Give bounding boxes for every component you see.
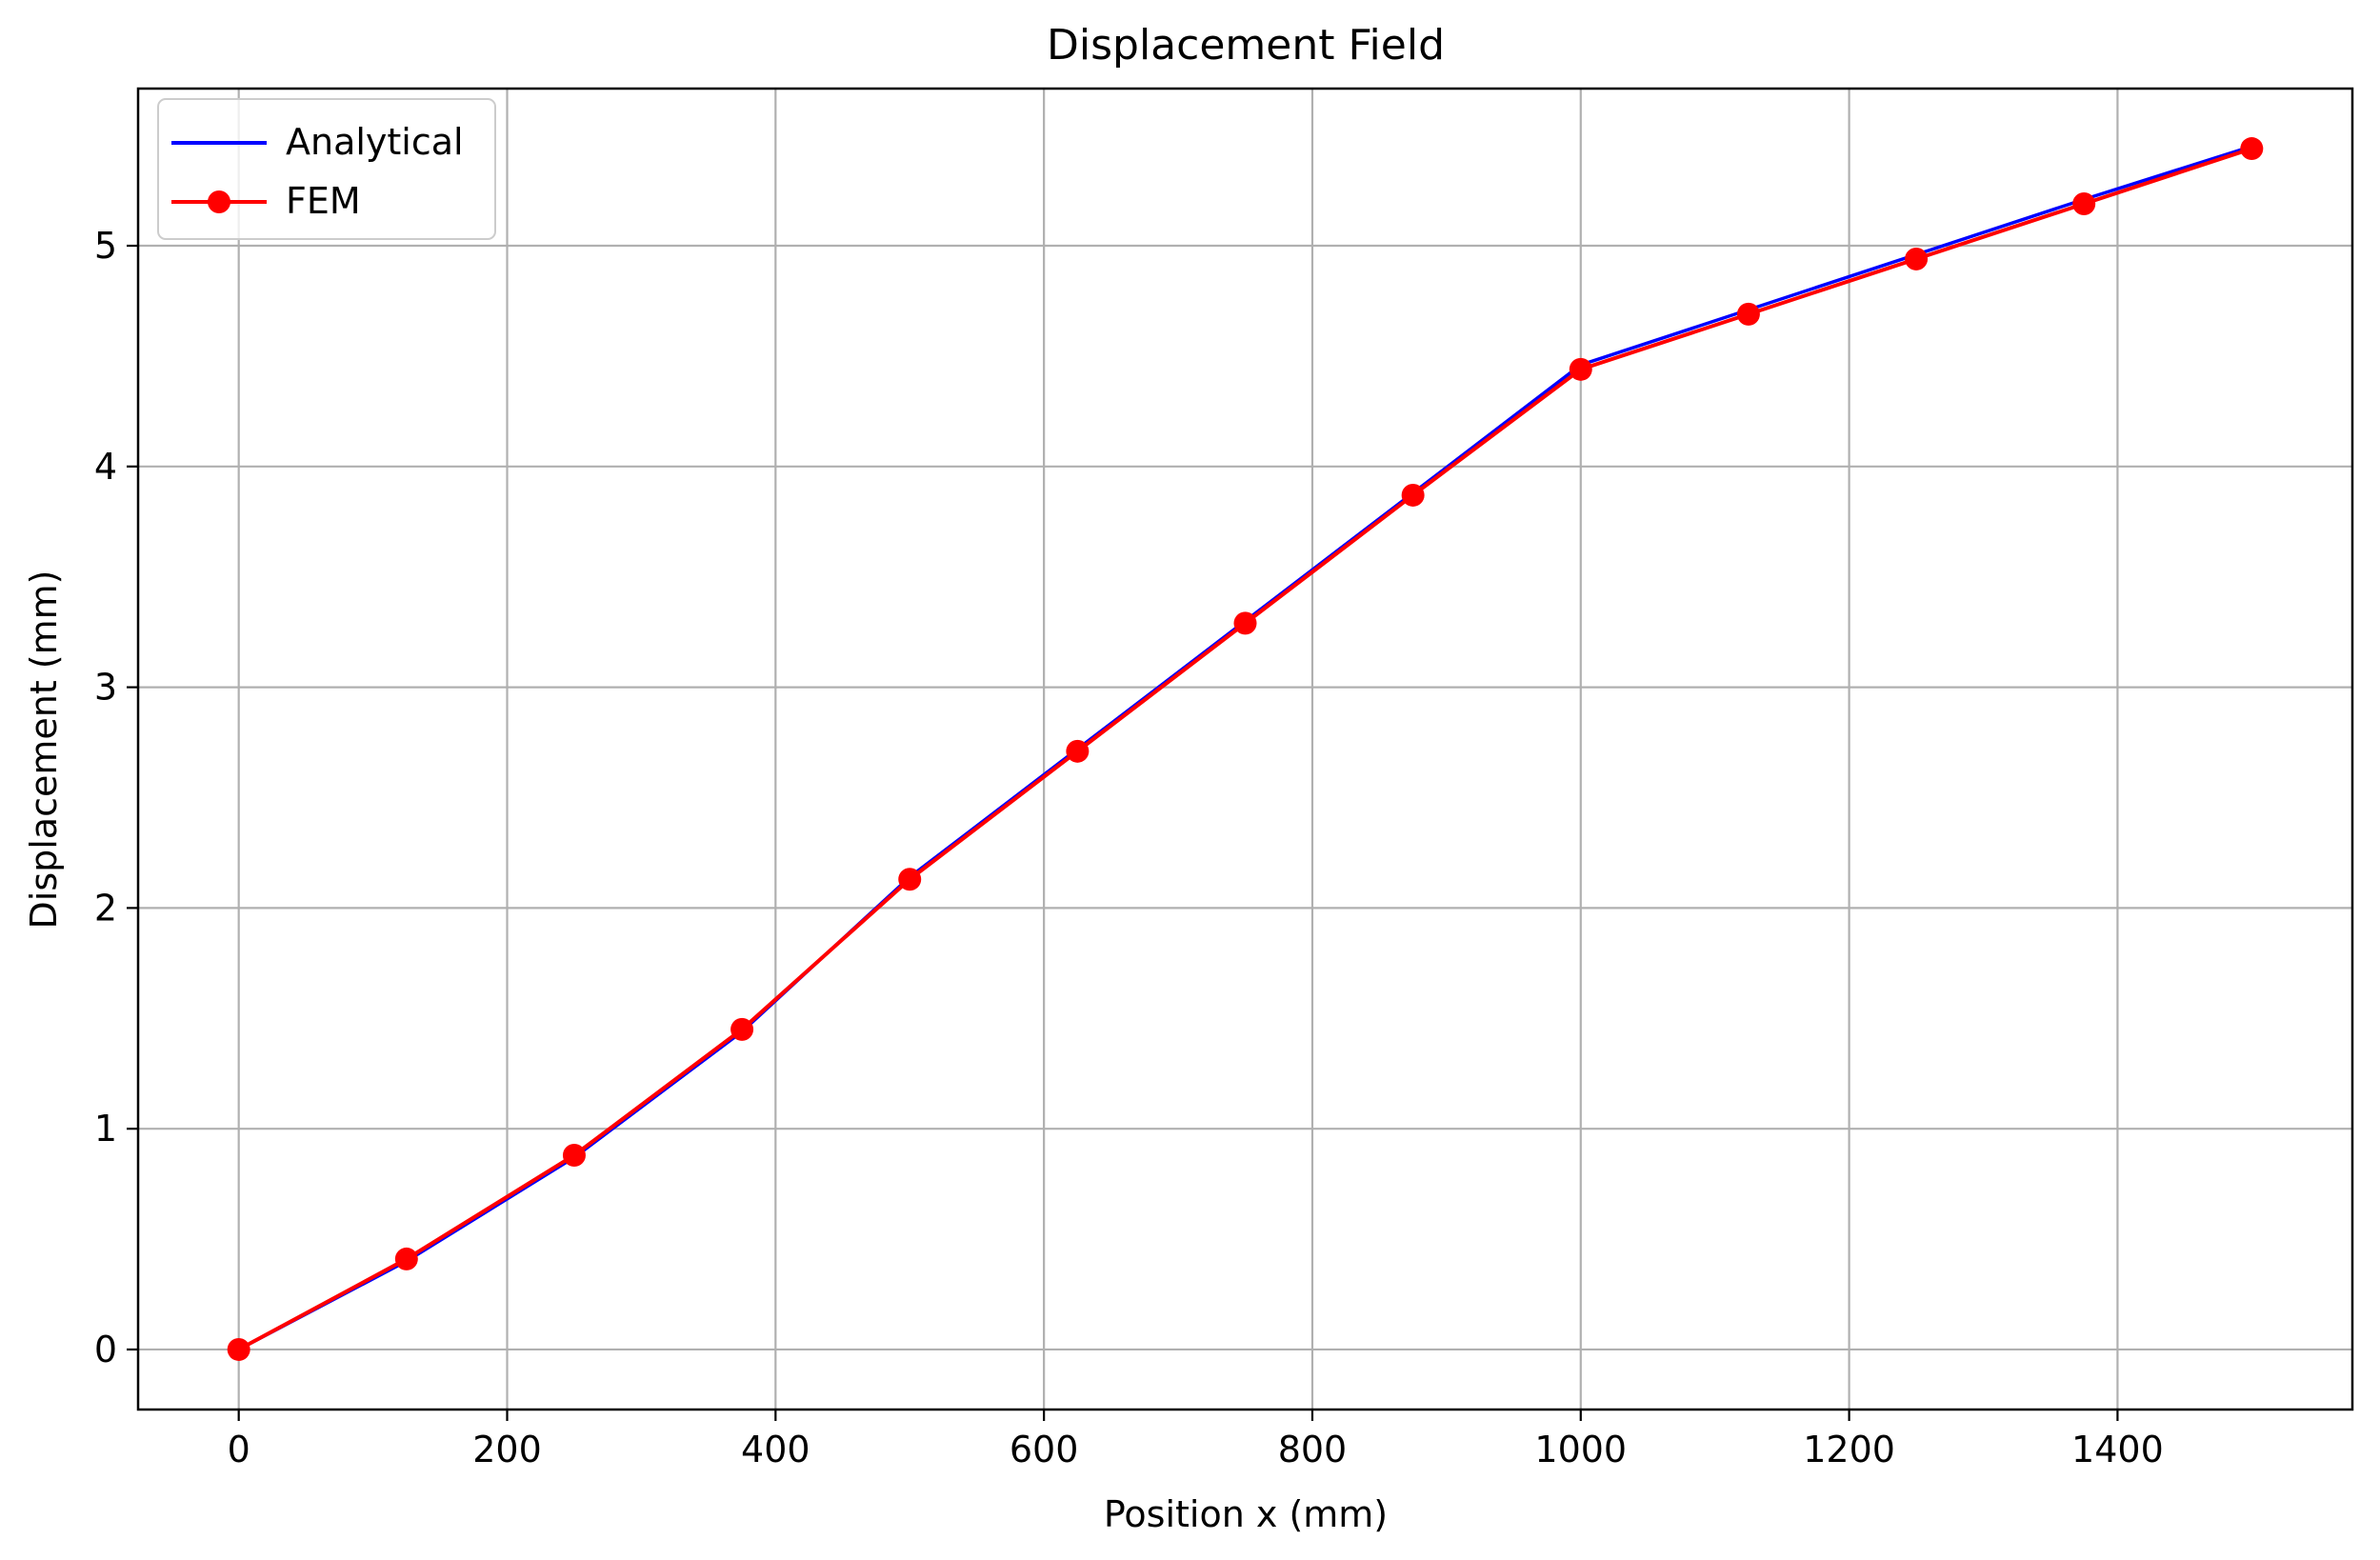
y-tick-label: 1 <box>94 1108 117 1150</box>
fem-point <box>1401 483 1425 507</box>
fem-point <box>1233 611 1257 635</box>
x-tick-label: 1400 <box>2071 1429 2164 1470</box>
fem-point <box>227 1337 250 1361</box>
legend-box <box>157 98 496 240</box>
fem-point <box>898 868 922 891</box>
fem-point <box>394 1247 418 1270</box>
fem-point <box>1736 302 1760 326</box>
y-tick-label: 3 <box>94 667 117 709</box>
x-tick-label: 400 <box>741 1429 810 1470</box>
x-tick-label: 600 <box>1010 1429 1079 1470</box>
fem-point <box>730 1017 754 1041</box>
x-tick-label: 800 <box>1278 1429 1348 1470</box>
x-tick-label: 1200 <box>1803 1429 1895 1470</box>
fem-point <box>2240 137 2264 161</box>
fem-point <box>1905 247 1929 270</box>
y-tick-label: 4 <box>94 446 117 488</box>
fem-point <box>562 1143 586 1167</box>
y-tick-label: 2 <box>94 887 117 929</box>
legend-fem-marker <box>208 190 230 213</box>
legend-analytical-label: Analytical <box>286 121 464 163</box>
y-tick-label: 5 <box>94 225 117 267</box>
fem-point <box>1569 357 1592 381</box>
x-tick-label: 1000 <box>1534 1429 1627 1470</box>
legend-fem-label: FEM <box>286 180 361 222</box>
fem-point <box>1066 739 1090 763</box>
x-axis-ticks: 0 200 400 600 800 1000 1200 1400 <box>228 1410 2164 1470</box>
plot-series <box>227 137 2264 1361</box>
fem-point <box>2072 191 2096 215</box>
x-tick-label: 200 <box>472 1429 542 1470</box>
y-tick-label: 0 <box>94 1329 117 1370</box>
x-tick-label: 0 <box>228 1429 250 1470</box>
chart-title: Displacement Field <box>1047 21 1445 70</box>
legend: Analytical FEM <box>157 98 496 240</box>
x-axis-label: Position x (mm) <box>1104 1493 1388 1535</box>
y-axis-label: Displacement (mm) <box>23 570 65 930</box>
grid <box>138 89 2352 1410</box>
y-axis-ticks: 0 1 2 3 4 5 <box>94 225 138 1370</box>
plot-frame <box>136 87 2354 1411</box>
